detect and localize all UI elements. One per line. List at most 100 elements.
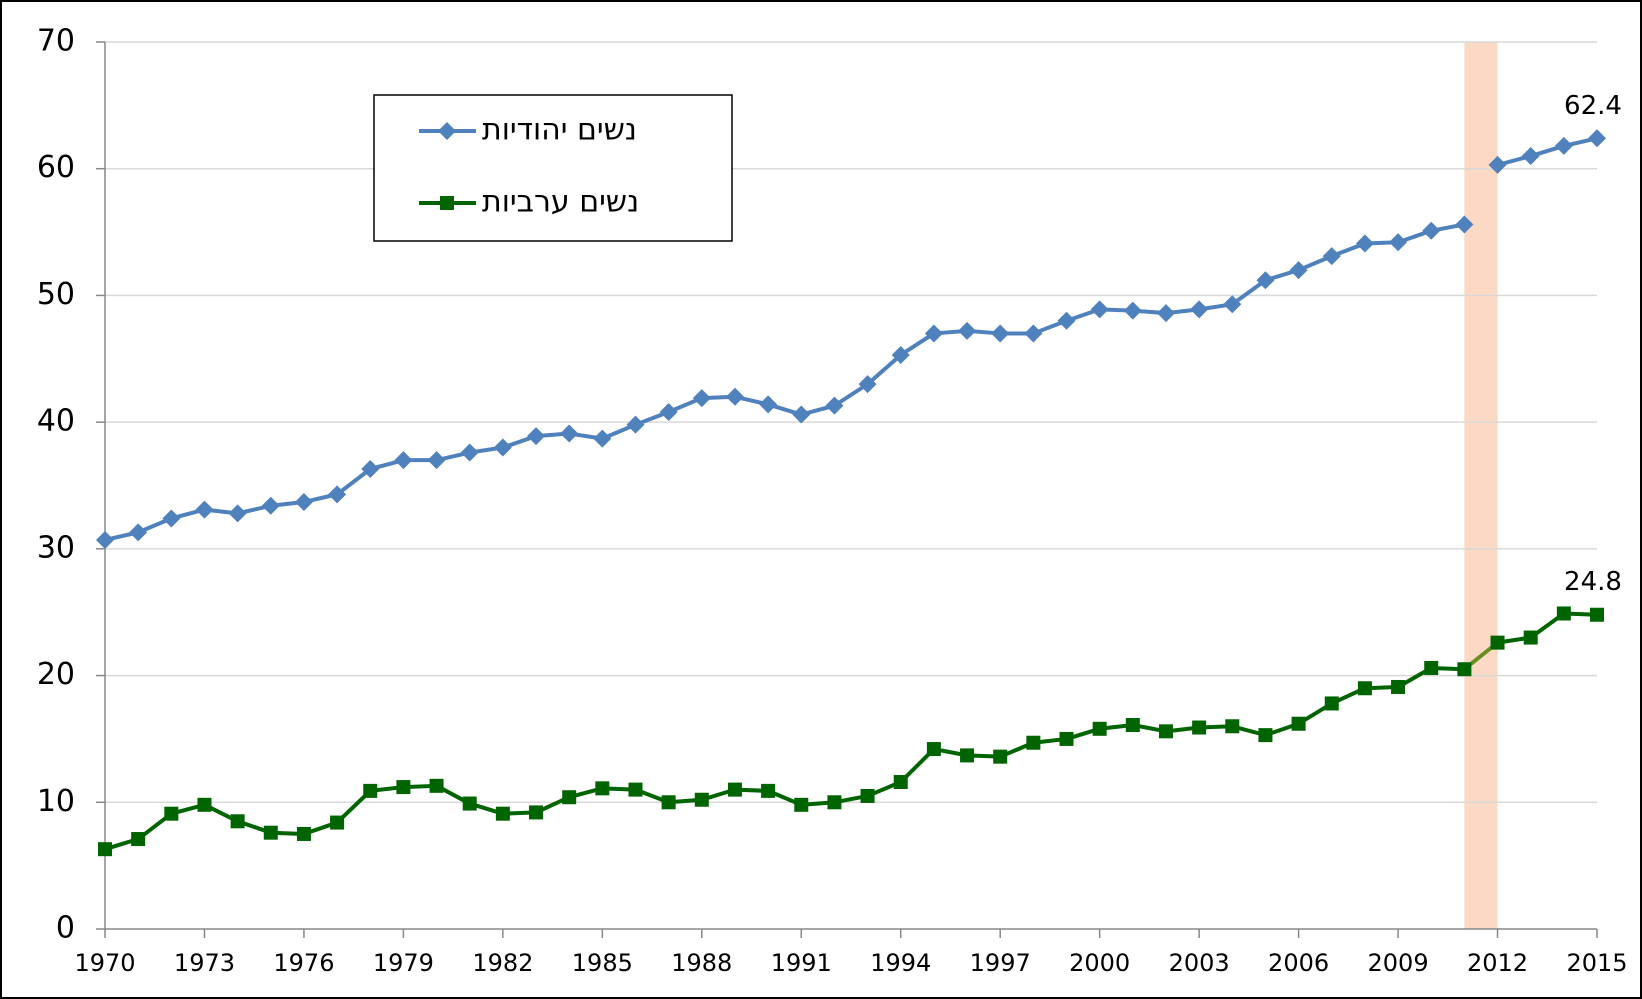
highlight-band (1464, 42, 1498, 929)
y-tick-label: 50 (37, 277, 75, 312)
marker (1256, 271, 1275, 290)
marker (495, 806, 510, 821)
marker (195, 500, 214, 519)
marker (1123, 301, 1142, 320)
marker (529, 805, 544, 820)
marker (1291, 716, 1306, 731)
marker (197, 797, 212, 812)
marker (993, 749, 1008, 764)
data-label: 24.8 (1564, 567, 1622, 597)
legend: נשים יהודיות נשים ערביות (373, 94, 733, 242)
marker (694, 792, 709, 807)
marker (1024, 324, 1043, 343)
marker (1357, 681, 1372, 696)
marker (1490, 635, 1505, 650)
marker (1588, 129, 1606, 148)
y-tick-label: 10 (37, 784, 75, 819)
marker (727, 782, 742, 797)
marker (1092, 721, 1107, 736)
marker (1125, 717, 1140, 732)
marker (960, 748, 975, 763)
x-tick-label: 1988 (671, 949, 732, 977)
marker (991, 324, 1010, 343)
marker (1026, 735, 1041, 750)
y-tick-label: 70 (37, 24, 75, 59)
marker (330, 815, 345, 830)
x-tick-label: 1985 (572, 949, 633, 977)
data-label: 62.4 (1564, 91, 1622, 121)
marker (794, 797, 809, 812)
marker (460, 443, 479, 462)
marker (891, 345, 910, 364)
marker (1391, 679, 1406, 694)
marker (692, 389, 711, 408)
marker (361, 460, 380, 479)
marker (924, 324, 943, 343)
marker (1192, 720, 1207, 735)
marker (164, 806, 179, 821)
marker (493, 438, 512, 457)
marker (1422, 221, 1441, 240)
series (96, 129, 1606, 549)
y-tick-label: 40 (37, 404, 75, 439)
marker (827, 795, 842, 810)
legend-label: נשים יהודיות (482, 113, 637, 148)
x-tick-label: 1982 (472, 949, 533, 977)
marker (1556, 606, 1571, 621)
marker (363, 783, 378, 798)
marker (1057, 311, 1076, 330)
marker (1258, 728, 1273, 743)
marker (131, 832, 146, 847)
marker (1590, 607, 1604, 622)
x-tick-label: 2003 (1169, 949, 1230, 977)
marker (725, 387, 744, 406)
marker (659, 403, 678, 422)
marker (1289, 261, 1308, 280)
marker (1488, 155, 1507, 174)
x-tick-label: 1997 (970, 949, 1031, 977)
legend-marker (438, 122, 456, 140)
series (98, 606, 1604, 857)
marker (462, 796, 477, 811)
marker (1322, 247, 1341, 266)
marker (1455, 215, 1474, 234)
marker (228, 504, 247, 523)
marker (1389, 233, 1408, 252)
marker (263, 825, 278, 840)
marker (661, 795, 676, 810)
x-tick-label: 2015 (1566, 949, 1627, 977)
marker (792, 405, 811, 424)
marker (98, 842, 112, 857)
legend-label: נשים ערביות (482, 185, 639, 220)
y-tick-label: 60 (37, 150, 75, 185)
marker (1324, 696, 1339, 711)
marker (1424, 660, 1439, 675)
marker (294, 492, 313, 511)
marker (427, 451, 446, 470)
marker (1059, 731, 1074, 746)
marker (1190, 300, 1209, 319)
marker (958, 321, 977, 340)
marker (1521, 147, 1540, 166)
marker (825, 396, 844, 415)
x-tick-label: 2009 (1368, 949, 1429, 977)
marker (926, 742, 941, 757)
marker (1225, 719, 1240, 734)
marker (394, 451, 413, 470)
x-tick-label: 2012 (1467, 949, 1528, 977)
marker (1090, 300, 1109, 319)
marker (1156, 304, 1175, 323)
marker (1223, 295, 1242, 314)
marker (230, 814, 245, 829)
marker (129, 523, 148, 542)
marker (527, 427, 546, 446)
marker (560, 424, 579, 443)
y-tick-label: 30 (37, 530, 75, 565)
marker (396, 780, 411, 795)
marker (261, 496, 280, 515)
marker (429, 778, 444, 793)
marker (626, 415, 645, 434)
x-tick-label: 1970 (74, 949, 135, 977)
